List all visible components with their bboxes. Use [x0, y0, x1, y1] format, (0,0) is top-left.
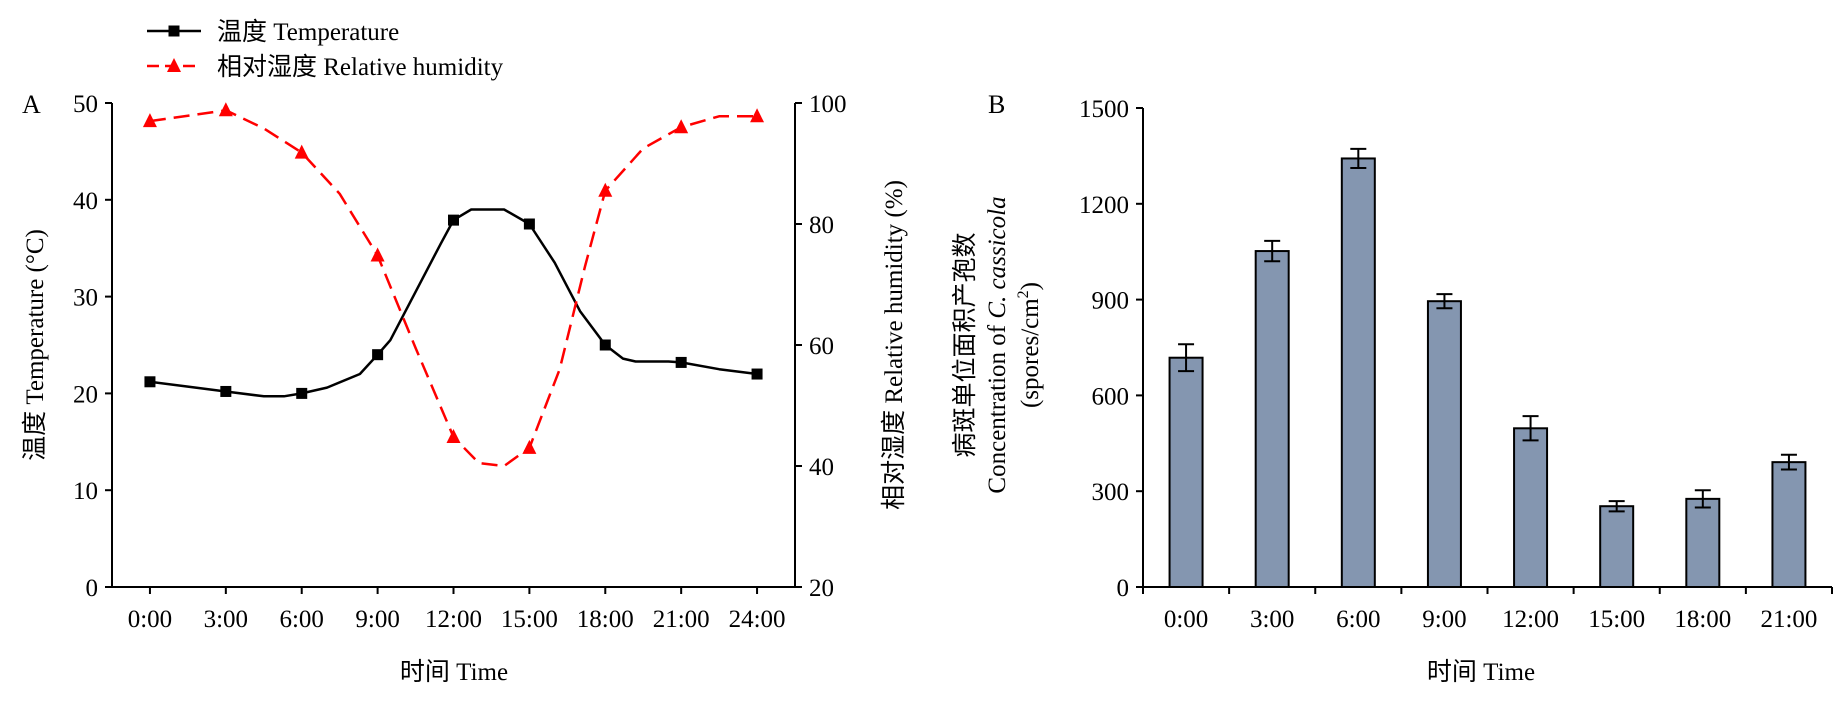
panel-a-humidity-line	[149, 109, 758, 468]
panel-a-left-y-tick-label-40: 40	[73, 188, 98, 215]
panel-a-temperature-point	[144, 376, 156, 388]
panel-b-y-axis-label-prefix: Concentration of	[984, 319, 1011, 494]
panel-b-y-axis-label-line1: 病斑单位面积产孢数	[951, 232, 979, 457]
panel-a-left-y-axis-label: 温度 Temperature (°C)	[21, 229, 49, 461]
panel-a-humidity-point	[218, 102, 233, 117]
panel-b-y-axis-label-superscript: 2	[1015, 290, 1032, 298]
panel-b-bar-21-00	[1771, 461, 1807, 588]
panel-a-humidity-point	[446, 428, 461, 443]
panel-a-x-tick-label-15-00: 15:00	[501, 606, 558, 633]
panel-b-x-tick-label-6-00: 6:00	[1336, 606, 1380, 633]
panel-a-right-y-tick-label-20: 20	[809, 575, 834, 602]
panel-a-right-y-tick-label-60: 60	[809, 333, 834, 360]
panel-b-x-axis-label: 时间 Time	[1427, 658, 1535, 686]
panel-b-y-axis-label-line2: Concentration of C. cassicola	[984, 196, 1011, 493]
panel-b-y-tick-label-300: 300	[1092, 479, 1130, 506]
panel-a-left-y-tick-label-10: 10	[73, 478, 98, 505]
legend-temperature-label: 温度 Temperature	[217, 18, 399, 46]
panel-a-temperature-point	[599, 339, 611, 351]
panel-b-y-axis-label-line3: (spores/cm2)	[1015, 282, 1044, 408]
panel-a-x-tick-label-9-00: 9:00	[355, 606, 399, 633]
panel-a-right-y-ticks: 20 40 60 80 100	[795, 91, 847, 602]
panel-a-series	[142, 102, 765, 468]
panel-a-right-y-axis-label: 相对湿度 Relative humidity (%)	[880, 180, 908, 510]
panel-a-label: A	[22, 90, 41, 119]
panel-b-bars	[1168, 147, 1807, 589]
panel-a-right-y-tick-label-80: 80	[809, 212, 834, 239]
panel-b-x-tick-label-3-00: 3:00	[1250, 606, 1294, 633]
panel-b-bar-18-00	[1685, 497, 1721, 589]
panel-b-y-axis-label-units: (spores/cm	[1017, 298, 1044, 408]
panel-a-temperature-point	[448, 214, 459, 226]
panel-a-temperature-point	[523, 218, 535, 230]
panel-b-y-ticks: 0 300 600 900 1200 1500	[1079, 96, 1143, 602]
panel-b-y-tick-label-600: 600	[1092, 383, 1130, 410]
panel-b-bar-15-00	[1599, 505, 1635, 589]
panel-a-humidity-point	[750, 108, 765, 123]
panel-b-x-tick-label-12-00: 12:00	[1502, 606, 1559, 633]
panel-a-humidity-point	[522, 439, 537, 454]
panel-a-left-y-tick-label-20: 20	[73, 381, 98, 408]
panel-b-x-tick-label-15-00: 15:00	[1588, 606, 1645, 633]
panel-b-bar-12-00	[1513, 427, 1549, 588]
panel-b-y-tick-label-900: 900	[1092, 288, 1130, 315]
panel-b-axes	[1142, 108, 1832, 588]
panel-b-y-tick-label-1200: 1200	[1079, 192, 1129, 219]
panel-b-x-tick-label-9-00: 9:00	[1422, 606, 1466, 633]
panel-a-temperature-point	[675, 356, 687, 368]
panel-a-x-ticks: 0:00 3:00 6:00 9:00 12:00 15:00 18:00 21:00 24:0…	[128, 587, 786, 633]
panel-a-left-y-tick-label-30: 30	[73, 285, 98, 312]
panel-a-x-axis-label: 时间 Time	[400, 658, 508, 686]
panel-b-y-tick-label-1500: 1500	[1079, 96, 1129, 123]
panel-a-x-tick-label-12-00: 12:00	[425, 606, 482, 633]
panel-a-temperature-point	[372, 349, 384, 361]
panel-a-x-tick-label-18-00: 18:00	[577, 606, 634, 633]
panel-a-humidity-point	[674, 119, 689, 134]
panel-a-temperature-line	[149, 208, 758, 398]
panel-a-right-y-tick-label-100: 100	[809, 91, 847, 118]
panel-b-bar-6-00	[1340, 157, 1376, 588]
panel-b-bar-chart: B 0 300 600 900 1200 1500 0:00 3:00 6:00 9:00 12:…	[951, 90, 1833, 686]
panel-b-x-tick-label-0-00: 0:00	[1164, 606, 1208, 633]
panel-a-humidity-point	[370, 247, 385, 262]
panel-a-humidity-point	[142, 113, 157, 128]
legend-temperature-marker	[168, 25, 180, 37]
panel-b-y-axis-label-species: C. cassicola	[984, 196, 1011, 318]
panel-b-label: B	[988, 90, 1005, 119]
panel-a-left-y-tick-label-50: 50	[73, 91, 98, 118]
panel-a-humidity-point	[294, 144, 309, 159]
panel-b-bar-3-00	[1254, 250, 1290, 588]
panel-a-temperature-point	[220, 385, 232, 397]
panel-a-temperature-point	[296, 387, 308, 399]
panel-a-x-tick-label-6-00: 6:00	[279, 606, 323, 633]
panel-a-x-tick-label-3-00: 3:00	[204, 606, 248, 633]
panel-a-left-y-tick-label-0: 0	[86, 575, 99, 602]
panel-a-x-tick-label-24-00: 24:00	[729, 606, 786, 633]
panel-a-line-chart: A 0:00 3:00 6:00 9:00 12:00 15:00 18:00 21:00 24…	[21, 90, 908, 686]
panel-a-left-y-ticks: 0 10 20 30 40 50	[73, 91, 112, 602]
panel-b-x-tick-label-21-00: 21:00	[1760, 606, 1817, 633]
panel-a-x-tick-label-0-00: 0:00	[128, 606, 172, 633]
panel-a-right-y-tick-label-40: 40	[809, 454, 834, 481]
panel-b-x-ticks: 0:00 3:00 6:00 9:00 12:00 15:00 18:00 21:00	[1142, 587, 1833, 633]
panel-b-bar-9-00	[1426, 300, 1462, 588]
panel-b-y-tick-label-0: 0	[1117, 575, 1130, 602]
legend-humidity-label: 相对湿度 Relative humidity	[217, 53, 504, 81]
panel-a-axes	[111, 103, 796, 588]
legend: 温度 Temperature 相对湿度 Relative humidity	[147, 18, 504, 81]
legend-humidity-marker	[167, 58, 181, 72]
panel-b-bar-0-00	[1168, 356, 1204, 588]
panel-b-y-axis-label-close: )	[1017, 282, 1044, 290]
panel-b-x-tick-label-18-00: 18:00	[1674, 606, 1731, 633]
panel-a-x-tick-label-21-00: 21:00	[653, 606, 710, 633]
panel-a-temperature-point	[751, 368, 763, 380]
panel-a-humidity-point	[598, 182, 613, 197]
